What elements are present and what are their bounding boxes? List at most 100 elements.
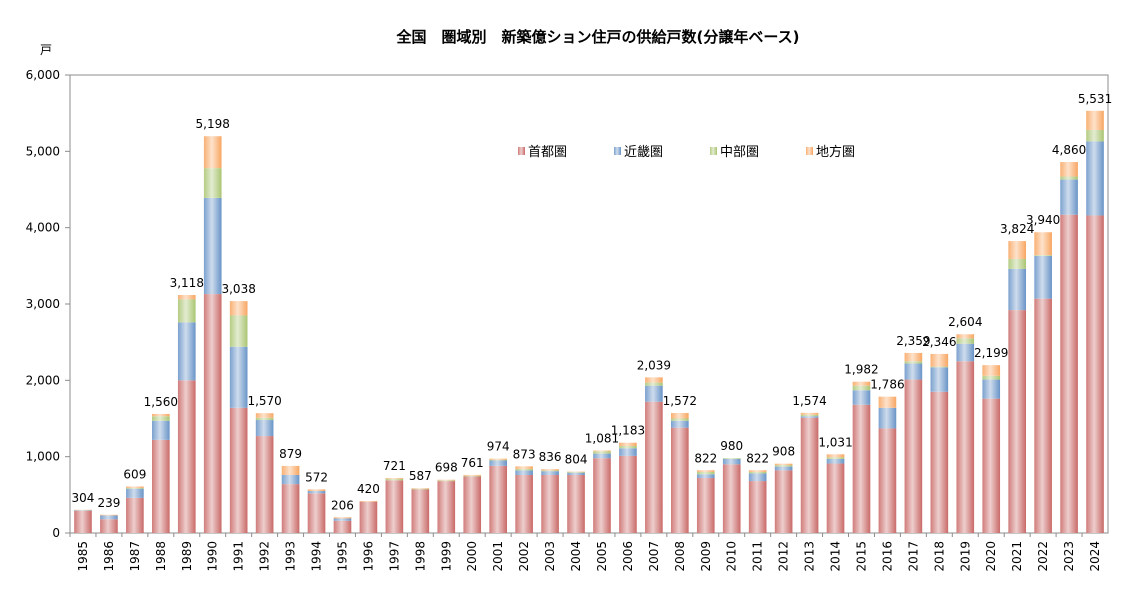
x-tick-label: 1987: [128, 541, 142, 572]
bar-segment: [800, 416, 819, 418]
bar-segment: [281, 465, 300, 475]
bar-total-label: 980: [720, 439, 743, 453]
bar-segment: [203, 294, 222, 533]
bar-segment: [645, 385, 663, 402]
x-tick-label: 1990: [206, 541, 220, 572]
bar-segment: [203, 136, 222, 169]
bar-segment: [411, 489, 430, 533]
x-tick-label: 2001: [491, 541, 505, 572]
x-tick-label: 2009: [699, 541, 713, 572]
bar-segment: [1086, 129, 1104, 142]
bar-segment: [1008, 258, 1026, 269]
x-tick-label: 2007: [647, 541, 661, 572]
bar-segment: [800, 417, 819, 533]
x-tick-label: 1996: [361, 541, 375, 572]
bar-segment: [177, 380, 196, 533]
bar-segment: [1008, 241, 1026, 259]
bar-total-label: 239: [97, 496, 120, 510]
bar-total-label: 5,198: [196, 117, 230, 131]
x-tick-label: 2019: [958, 541, 972, 572]
bar-segment: [671, 427, 689, 533]
x-tick-label: 1988: [154, 541, 168, 572]
x-tick-label: 1993: [284, 541, 298, 572]
bar-segment: [696, 471, 715, 475]
bar-total-label: 822: [694, 451, 717, 465]
bar-segment: [74, 510, 92, 511]
bar-segment: [956, 338, 975, 344]
x-tick-label: 1994: [310, 541, 324, 572]
bar-segment: [956, 343, 975, 362]
bar-segment: [696, 474, 715, 479]
x-tick-label: 2002: [517, 541, 531, 572]
bar-segment: [748, 470, 767, 472]
bar-segment: [619, 448, 637, 456]
bar-segment: [956, 334, 975, 339]
bar-segment: [281, 474, 300, 485]
bar-segment: [671, 413, 689, 419]
bar-total-label: 698: [435, 461, 458, 475]
x-tick-label: 2013: [803, 541, 817, 572]
bar-segment: [437, 480, 456, 482]
bar-segment: [619, 445, 637, 449]
bar-segment: [930, 367, 949, 392]
legend-swatch: [518, 147, 525, 155]
bar-segment: [930, 353, 949, 367]
bar-segment: [645, 401, 663, 533]
x-tick-label: 2021: [1010, 541, 1024, 572]
bar-total-label: 304: [72, 491, 95, 505]
bar-segment: [515, 474, 533, 533]
bar-segment: [800, 412, 819, 415]
bar-total-label: 1,081: [585, 431, 619, 445]
bar-segment: [229, 407, 248, 533]
bar-segment: [385, 477, 404, 479]
x-tick-label: 2012: [777, 541, 791, 572]
x-tick-label: 2011: [751, 541, 765, 572]
bar-segment: [126, 497, 144, 533]
bar-segment: [126, 488, 144, 498]
bar-total-label: 3,118: [170, 276, 204, 290]
chart-title: 全国 圏域別 新築億ション住戸の供給戸数(分譲年ベース): [396, 28, 800, 46]
bar-segment: [593, 453, 611, 459]
bar-segment: [774, 466, 793, 471]
y-tick-label: 2,000: [26, 373, 60, 387]
bar-segment: [748, 471, 767, 474]
bar-segment: [645, 377, 663, 383]
bar-segment: [307, 491, 326, 494]
legend-swatch: [710, 147, 717, 155]
bar-segment: [307, 493, 326, 533]
bar-segment: [515, 470, 533, 475]
x-tick-label: 2023: [1062, 541, 1076, 572]
bar-segment: [1034, 255, 1052, 299]
bar-segment: [359, 501, 378, 533]
y-tick-label: 1,000: [26, 450, 60, 464]
bar-segment: [826, 454, 845, 458]
bar-segment: [774, 470, 793, 533]
plot-area: 0 1,000 2,000 3,000 4,000 5,000 6,000 304 1985 23…: [26, 68, 1113, 572]
bar-segment: [1060, 214, 1078, 533]
bar-segment: [385, 480, 404, 533]
x-tick-label: 2014: [829, 541, 843, 572]
bar-segment: [333, 520, 352, 533]
x-tick-label: 1985: [76, 541, 90, 572]
x-tick-label: 1995: [335, 541, 349, 572]
bar-segment: [463, 474, 482, 476]
bar-segment: [255, 420, 274, 437]
bar-segment: [229, 301, 248, 316]
bar-segment: [722, 464, 741, 533]
bar-segment: [1034, 255, 1052, 256]
bar-segment: [800, 414, 819, 417]
bar-segment: [152, 413, 170, 417]
bar-total-label: 804: [565, 453, 588, 467]
legend-label: 近畿圏: [624, 145, 663, 160]
bar-segment: [203, 168, 222, 198]
bar-segment: [411, 488, 430, 490]
bar-segment: [489, 465, 507, 533]
bar-segment: [255, 436, 274, 533]
legend-label: 首都圏: [528, 145, 567, 160]
x-tick-label: 2003: [543, 541, 557, 572]
bar-total-label: 3,940: [1026, 213, 1060, 227]
bar-segment: [619, 442, 637, 446]
bar-segment: [619, 455, 637, 533]
bar-segment: [852, 381, 871, 386]
y-tick-label: 0: [52, 526, 60, 540]
